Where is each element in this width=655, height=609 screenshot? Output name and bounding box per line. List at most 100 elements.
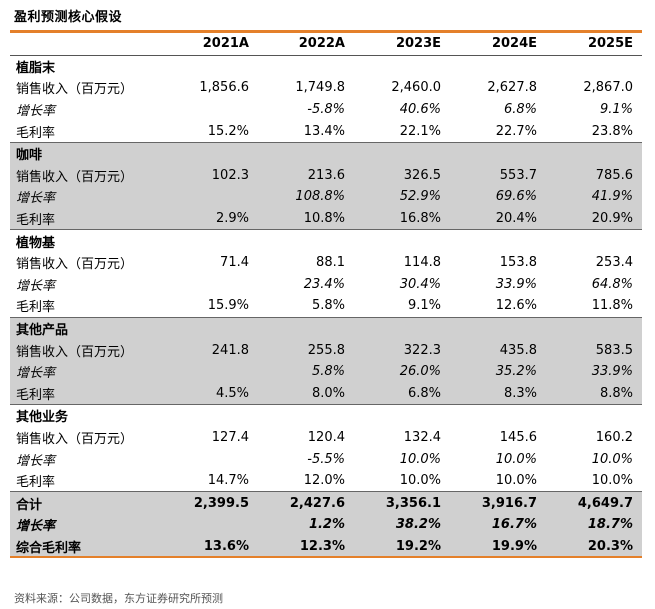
value-cell: 2,627.8 bbox=[487, 80, 537, 96]
table-row: 其他业务 bbox=[10, 404, 642, 427]
value-cell: 19.9% bbox=[450, 535, 546, 558]
value-cell: 10.0% bbox=[495, 451, 537, 467]
row-label-cell: 销售收入（百万元） bbox=[16, 431, 134, 447]
value-cell: 10.0% bbox=[399, 451, 441, 467]
value-cell bbox=[546, 404, 642, 427]
value-cell bbox=[258, 54, 354, 78]
table-row: 其他产品 bbox=[10, 316, 642, 340]
value-cell bbox=[450, 229, 546, 252]
value-cell: 41.9% bbox=[546, 186, 642, 208]
table-row: 销售收入（百万元） 71.4 88.1 114.8 153.8 253.4 bbox=[10, 252, 642, 274]
value-cell: 1,856.6 bbox=[199, 80, 249, 96]
row-label-cell: 增长率 bbox=[16, 278, 56, 294]
value-cell: 4.5% bbox=[162, 382, 258, 405]
row-label-cell: 毛利率 bbox=[10, 382, 162, 405]
value-cell: 4,649.7 bbox=[546, 491, 642, 515]
row-label-cell: 销售收入（百万元） bbox=[10, 164, 162, 187]
value-cell: 16.8% bbox=[354, 207, 450, 230]
value-cell: 241.8 bbox=[162, 339, 258, 361]
table-row: 植物基 bbox=[10, 229, 642, 252]
value-cell: 255.8 bbox=[258, 339, 354, 361]
value-cell: 322.3 bbox=[354, 339, 450, 361]
row-label-cell: 增长率 bbox=[16, 104, 56, 120]
value-cell: 35.2% bbox=[450, 360, 546, 383]
value-cell: 8.0% bbox=[258, 382, 354, 405]
row-label-cell: 综合毛利率 bbox=[10, 535, 162, 558]
value-cell bbox=[162, 448, 258, 470]
table-title: 盈利预测核心假设 bbox=[14, 10, 123, 25]
value-cell: 18.7% bbox=[546, 514, 642, 536]
value-cell: 3,356.1 bbox=[354, 491, 450, 515]
value-cell: 10.8% bbox=[258, 207, 354, 230]
table-row: 咖啡 bbox=[10, 141, 642, 165]
value-cell: 10.0% bbox=[591, 451, 633, 467]
row-label-cell: 其他业务 bbox=[10, 404, 162, 427]
value-cell: 3,916.7 bbox=[450, 491, 546, 515]
table-row: 合计 2,399.5 2,427.6 3,356.1 3,916.7 4,649.7 bbox=[10, 491, 642, 515]
value-cell: 114.8 bbox=[403, 255, 441, 271]
value-cell bbox=[450, 404, 546, 427]
value-cell: 160.2 bbox=[595, 429, 633, 445]
table-row: 植脂末 bbox=[10, 54, 642, 78]
row-label-cell: 毛利率 bbox=[16, 475, 56, 491]
value-cell bbox=[258, 229, 354, 252]
table-row: 毛利率 15.2% 13.4% 22.1% 22.7% 23.8% bbox=[10, 120, 642, 142]
source-note: 资料来源：公司数据，东方证券研究所预测 bbox=[14, 592, 223, 605]
value-cell: 13.4% bbox=[303, 123, 345, 139]
value-cell bbox=[162, 360, 258, 383]
value-cell bbox=[546, 229, 642, 252]
value-cell: 9.1% bbox=[407, 298, 441, 314]
bottom-accent-rule bbox=[10, 556, 642, 558]
table-row: 毛利率 15.9% 5.8% 9.1% 12.6% 11.8% bbox=[10, 295, 642, 317]
value-cell bbox=[162, 514, 258, 536]
table-row: 增长率 -5.5% 10.0% 10.0% 10.0% bbox=[10, 448, 642, 470]
value-cell bbox=[162, 404, 258, 427]
value-cell: 23.4% bbox=[303, 276, 345, 292]
table-row: 增长率 1.2% 38.2% 16.7% 18.7% bbox=[10, 514, 642, 536]
value-cell: 40.6% bbox=[399, 102, 441, 118]
table-row: 毛利率 4.5% 8.0% 6.8% 8.3% 8.8% bbox=[10, 382, 642, 405]
row-label-cell: 咖啡 bbox=[10, 141, 162, 165]
value-cell: 6.8% bbox=[354, 382, 450, 405]
value-cell: 22.1% bbox=[399, 123, 441, 139]
value-cell: 64.8% bbox=[591, 276, 633, 292]
value-cell bbox=[162, 141, 258, 165]
value-cell: 145.6 bbox=[499, 429, 537, 445]
value-cell: 5.8% bbox=[311, 298, 345, 314]
value-cell: 2,460.0 bbox=[391, 80, 441, 96]
value-cell: 71.4 bbox=[220, 255, 249, 271]
header-row: 2021A 2022A 2023E 2024E 2025E bbox=[10, 33, 642, 56]
value-cell bbox=[354, 316, 450, 340]
table-row: 增长率 108.8% 52.9% 69.6% 41.9% bbox=[10, 186, 642, 208]
value-cell: 20.9% bbox=[546, 207, 642, 230]
value-cell: 15.2% bbox=[207, 123, 249, 139]
value-cell bbox=[162, 186, 258, 208]
table-row: 增长率 -5.8% 40.6% 6.8% 9.1% bbox=[10, 99, 642, 121]
value-cell: 14.7% bbox=[207, 473, 249, 489]
header-cell-year: 2023E bbox=[354, 33, 450, 56]
value-cell: 785.6 bbox=[546, 164, 642, 187]
row-label-cell: 毛利率 bbox=[16, 125, 56, 141]
value-cell: 2,399.5 bbox=[162, 491, 258, 515]
value-cell: 33.9% bbox=[495, 276, 537, 292]
value-cell: 1,749.8 bbox=[295, 80, 345, 96]
table-row: 销售收入（百万元） 102.3 213.6 326.5 553.7 785.6 bbox=[10, 164, 642, 187]
table-row: 毛利率 14.7% 12.0% 10.0% 10.0% 10.0% bbox=[10, 470, 642, 492]
value-cell: 30.4% bbox=[399, 276, 441, 292]
value-cell bbox=[162, 316, 258, 340]
row-label-cell: 合计 bbox=[10, 491, 162, 515]
value-cell bbox=[546, 316, 642, 340]
value-cell bbox=[258, 316, 354, 340]
value-cell: 326.5 bbox=[354, 164, 450, 187]
value-cell bbox=[162, 274, 258, 296]
forecast-table: 2021A 2022A 2023E 2024E 2025E 植脂末销售收入（百万… bbox=[10, 33, 642, 558]
value-cell: 13.6% bbox=[162, 535, 258, 558]
value-cell: 10.0% bbox=[399, 473, 441, 489]
value-cell: 583.5 bbox=[546, 339, 642, 361]
value-cell: 10.0% bbox=[495, 473, 537, 489]
value-cell bbox=[258, 404, 354, 427]
table-row: 销售收入（百万元） 241.8 255.8 322.3 435.8 583.5 bbox=[10, 339, 642, 361]
table-row: 增长率 23.4% 30.4% 33.9% 64.8% bbox=[10, 274, 642, 296]
value-cell: 16.7% bbox=[450, 514, 546, 536]
table-row: 销售收入（百万元） 127.4 120.4 132.4 145.6 160.2 bbox=[10, 427, 642, 449]
